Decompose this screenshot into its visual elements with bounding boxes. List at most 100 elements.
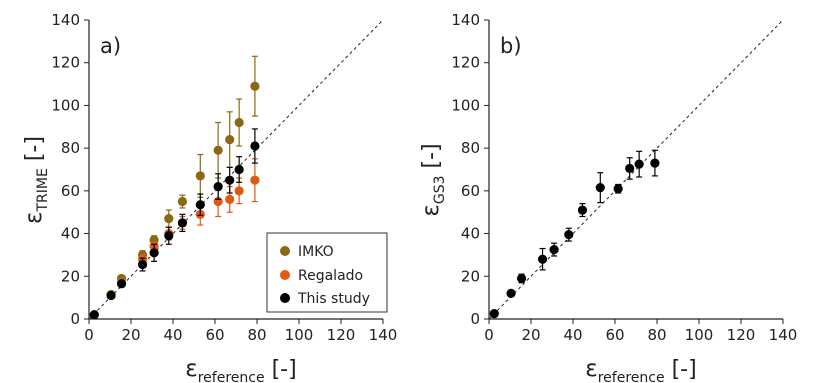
y-axis-subscript-a: TRIME <box>35 168 51 212</box>
y-tick-label-a: 140 <box>51 11 80 29</box>
x-tick-label-a: 40 <box>163 326 182 344</box>
series-b-0 <box>489 149 660 319</box>
legend: IMKO Regalado This study <box>266 232 388 313</box>
data-point <box>195 171 205 181</box>
legend-marker-this-study <box>280 293 290 303</box>
data-point <box>613 184 623 194</box>
data-point <box>177 218 188 228</box>
y-axis-symbol-b: ε <box>418 204 444 216</box>
x-tick-label-b: 120 <box>727 326 756 344</box>
x-axis-label-a: εreference [-] <box>185 356 296 383</box>
y-axis-label-a: εTRIME [-] <box>21 136 51 224</box>
axes-b: 0 20 40 60 80 100 120 140 0 20 40 60 80 100 120 140 <box>451 11 797 344</box>
data-point <box>195 200 205 210</box>
x-axis-unit-b: [-] <box>672 357 697 382</box>
data-point <box>116 279 127 289</box>
y-tick-label-a: 120 <box>51 54 80 72</box>
x-tick-label-a: 100 <box>285 326 314 344</box>
y-tick-label-a: 0 <box>70 310 80 328</box>
data-point <box>164 231 174 241</box>
x-tick-label-b: 60 <box>605 326 624 344</box>
y-tick-label-a: 80 <box>61 139 80 157</box>
data-point <box>650 158 660 168</box>
x-axis-subscript-b: reference <box>598 370 665 383</box>
data-point <box>234 117 244 128</box>
x-tick-label-b: 40 <box>563 326 582 344</box>
y-tick-label-b: 100 <box>451 96 480 114</box>
x-tick-label-b: 80 <box>647 326 666 344</box>
x-axis-symbol-b: ε <box>585 356 597 382</box>
data-point <box>164 214 174 224</box>
y-tick-label-b: 40 <box>461 225 480 243</box>
legend-label-this-study: This study <box>297 291 370 307</box>
y-tick-label-b: 20 <box>461 267 480 285</box>
x-axis-symbol-a: ε <box>185 356 197 382</box>
data-point <box>234 186 244 196</box>
x-tick-label-b: 0 <box>484 326 494 344</box>
y-axis-unit-b: [-] <box>419 143 444 168</box>
y-tick-label-a: 100 <box>51 96 80 114</box>
x-tick-label-a: 60 <box>205 326 224 344</box>
x-axis-label-b: εreference [-] <box>585 356 696 383</box>
y-tick-label-b: 140 <box>451 11 480 29</box>
data-point <box>595 183 605 193</box>
panel-label-b: b) <box>500 34 522 58</box>
series-a-2 <box>89 128 260 320</box>
svg-text:εTRIME[-]: εTRIME [-] <box>21 136 51 224</box>
svg-text:εGS3[-]: εGS3 [-] <box>418 143 448 216</box>
y-axis-label-b: εGS3 [-] <box>418 143 448 216</box>
legend-marker-imko <box>280 246 290 256</box>
data-point <box>234 164 244 175</box>
x-tick-label-a: 20 <box>121 326 140 344</box>
reference-line-b <box>488 19 784 320</box>
y-axis-unit-a: [-] <box>22 136 47 161</box>
data-point <box>564 230 574 240</box>
data-point <box>250 175 260 185</box>
data-point <box>137 259 148 270</box>
x-axis-unit-a: [-] <box>272 357 297 382</box>
axes-a: 0 20 40 60 80 100 120 140 0 20 40 60 80 100 120 140 <box>51 11 397 344</box>
reference-line-a <box>88 19 384 320</box>
data-point <box>634 159 644 169</box>
data-point <box>506 288 516 298</box>
x-tick-label-b: 20 <box>521 326 540 344</box>
data-point <box>537 254 548 264</box>
y-tick-label-b: 120 <box>451 54 480 72</box>
x-tick-label-b: 140 <box>769 326 798 344</box>
data-point <box>250 141 260 151</box>
y-axis-symbol-a: ε <box>21 212 47 224</box>
x-tick-label-a: 140 <box>369 326 398 344</box>
panel-label-a: a) <box>100 34 121 58</box>
data-point <box>516 273 527 284</box>
y-tick-label-a: 60 <box>61 182 80 200</box>
data-point <box>549 244 559 255</box>
data-point <box>225 135 235 145</box>
data-point <box>213 145 223 155</box>
y-axis-subscript-b: GS3 <box>432 176 448 205</box>
data-point <box>213 181 223 192</box>
legend-marker-regalado <box>280 270 290 280</box>
data-point <box>106 290 116 301</box>
y-tick-label-a: 20 <box>61 267 80 285</box>
x-tick-label-a: 0 <box>84 326 94 344</box>
data-point <box>89 310 99 320</box>
data-point <box>489 309 499 319</box>
y-tick-label-b: 80 <box>461 139 480 157</box>
data-point <box>577 205 588 215</box>
x-tick-label-a: 120 <box>327 326 356 344</box>
y-tick-label-b: 0 <box>470 310 480 328</box>
y-tick-label-b: 60 <box>461 182 480 200</box>
x-tick-label-a: 80 <box>247 326 266 344</box>
x-tick-label-b: 100 <box>685 326 714 344</box>
data-point <box>250 81 260 91</box>
legend-label-regalado: Regalado <box>298 268 363 284</box>
legend-label-imko: IMKO <box>298 244 334 260</box>
data-point <box>149 248 159 258</box>
data-point <box>177 196 188 207</box>
x-axis-subscript-a: reference <box>198 370 265 383</box>
y-tick-label-a: 40 <box>61 225 80 243</box>
data-point <box>225 175 235 185</box>
